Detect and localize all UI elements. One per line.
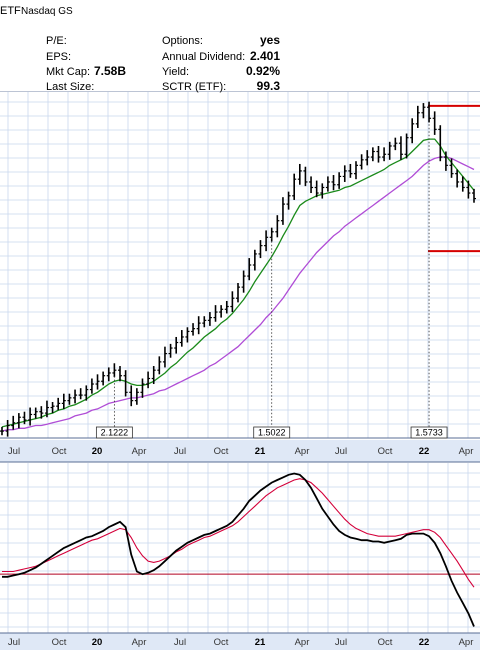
pe-label: P/E: — [46, 35, 67, 47]
momentum-axis-band — [0, 633, 480, 650]
dividend-value: 2.401 — [249, 49, 280, 63]
price-x-tick-label: Jul — [8, 446, 20, 457]
annotation-box — [95, 426, 133, 439]
momentum-signal-line — [2, 478, 475, 588]
mktcap-label: Mkt Cap: — [46, 66, 91, 78]
sctr-label: SCTR (ETF): — [162, 81, 227, 93]
ma-long-line — [1, 156, 475, 432]
mktcap-value: 7.58B — [93, 64, 126, 78]
momentum-x-tick-label: Jul — [335, 637, 347, 648]
momentum-x-tick-label: Apr — [459, 637, 474, 648]
momentum-x-tick-label: Oct — [52, 637, 67, 648]
annotation-label: 1.5733 — [415, 428, 443, 438]
annotation-box — [253, 426, 291, 439]
price-x-tick-label: Oct — [214, 446, 229, 457]
momentum-x-tick-label: Jul — [8, 637, 20, 648]
ma-short-line — [1, 138, 475, 428]
momentum-main-line — [2, 472, 475, 627]
momentum-x-tick-label: Jul — [174, 637, 186, 648]
momentum-x-tick-label: 22 — [419, 637, 430, 648]
annotation-label: 1.5022 — [258, 428, 286, 438]
price-x-tick-label: Jul — [335, 446, 347, 457]
grid-group — [0, 92, 480, 633]
yield-value: 0.92% — [245, 64, 280, 78]
price-bars — [0, 101, 476, 437]
momentum-x-tick-label: Apr — [132, 637, 147, 648]
price-x-tick-label: Apr — [132, 446, 147, 457]
header-ticker-fragment: ETF — [0, 5, 21, 17]
price-x-tick-label: Apr — [459, 446, 474, 457]
yield-label: Yield: — [162, 66, 190, 78]
price-x-tick-label: 21 — [255, 446, 266, 457]
header-exchange: Nasdaq GS — [21, 6, 73, 17]
momentum-x-tick-label: 21 — [255, 637, 266, 648]
eps-label: EPS: — [46, 51, 72, 63]
momentum-x-tick-label: Apr — [295, 637, 310, 648]
price-x-tick-label: 22 — [419, 446, 430, 457]
options-label: Options: — [162, 35, 203, 47]
lastsize-label: Last Size: — [46, 81, 95, 93]
annotation-box — [410, 426, 448, 439]
options-value: yes — [259, 33, 280, 47]
price-axis-band — [0, 440, 480, 462]
price-panel-bg — [0, 92, 480, 438]
sctr-value: 99.3 — [256, 79, 280, 93]
price-x-tick-label: Oct — [52, 446, 67, 457]
dividend-label: Annual Dividend: — [162, 51, 246, 63]
price-x-tick-label: Jul — [174, 446, 186, 457]
momentum-x-tick-label: Oct — [214, 637, 229, 648]
price-x-tick-label: 20 — [92, 446, 103, 457]
momentum-x-tick-label: Oct — [378, 637, 393, 648]
price-x-tick-label: Apr — [295, 446, 310, 457]
momentum-panel-bg — [0, 463, 480, 633]
momentum-x-tick-label: 20 — [92, 637, 103, 648]
annotation-label: 2.1222 — [101, 428, 129, 438]
price-x-tick-label: Oct — [378, 446, 393, 457]
